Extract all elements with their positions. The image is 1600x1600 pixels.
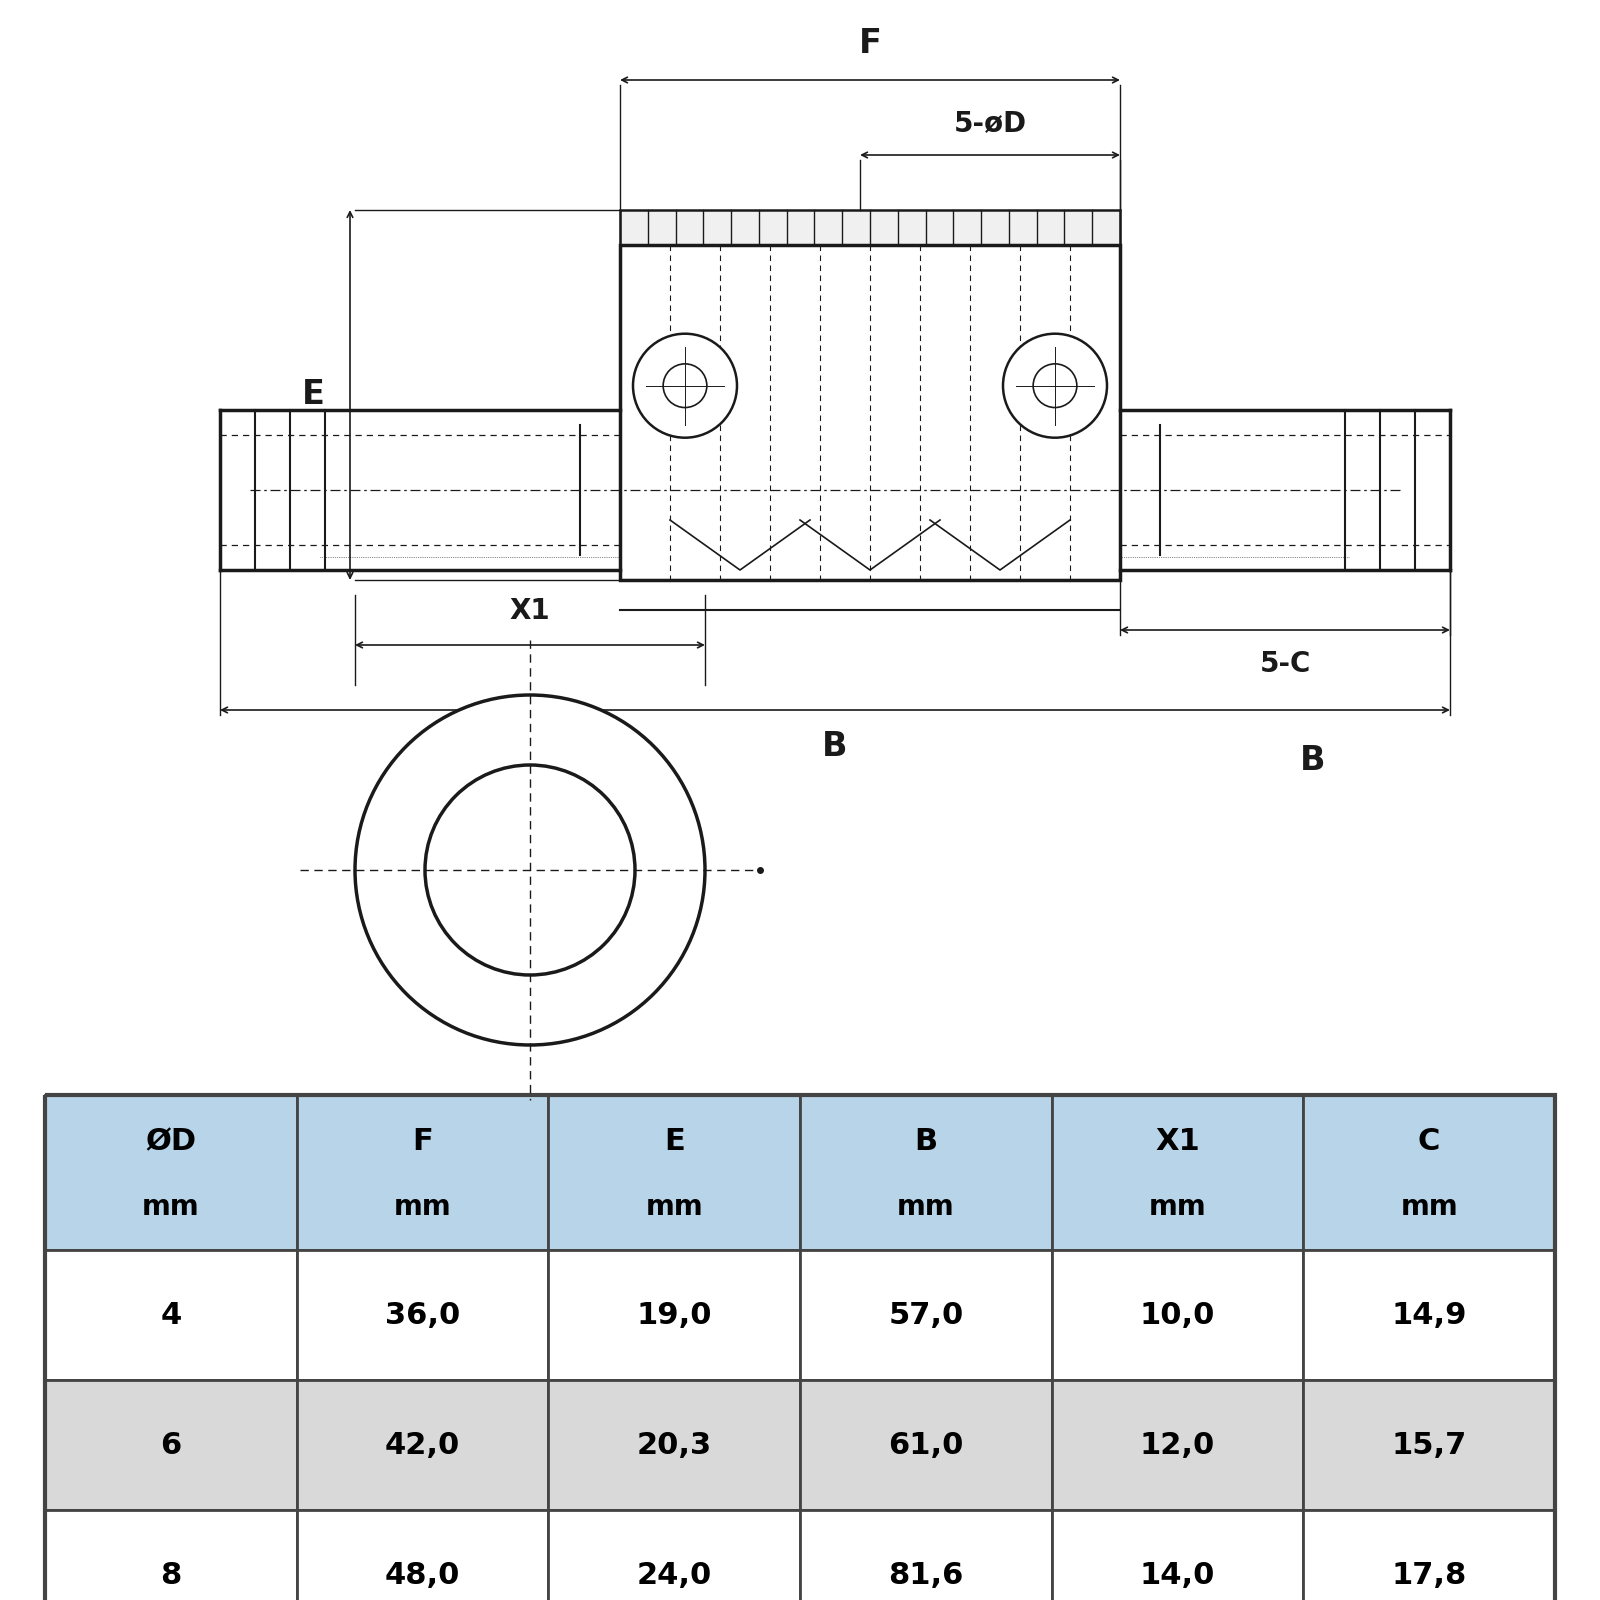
- Text: E: E: [664, 1126, 685, 1155]
- Text: 5-C: 5-C: [1259, 650, 1310, 678]
- Text: mm: mm: [898, 1192, 955, 1221]
- Bar: [621, 210, 1120, 245]
- Text: B: B: [1299, 744, 1325, 776]
- Bar: [296, 1250, 549, 1379]
- Bar: [296, 1094, 549, 1250]
- Circle shape: [634, 334, 738, 438]
- Text: mm: mm: [394, 1192, 451, 1221]
- Text: ØD: ØD: [146, 1126, 197, 1155]
- Text: E: E: [302, 379, 325, 411]
- Text: F: F: [413, 1126, 434, 1155]
- Text: 57,0: 57,0: [888, 1301, 963, 1330]
- Text: 5-øD: 5-øD: [954, 109, 1027, 138]
- Text: B: B: [822, 730, 848, 763]
- Text: F: F: [859, 27, 882, 59]
- Text: 61,0: 61,0: [888, 1430, 963, 1459]
- Text: 15,7: 15,7: [1392, 1430, 1467, 1459]
- Text: 6: 6: [160, 1430, 181, 1459]
- Bar: [621, 245, 1120, 579]
- Bar: [1304, 1510, 1555, 1600]
- Bar: [1304, 1379, 1555, 1510]
- Bar: [549, 1510, 800, 1600]
- Bar: [800, 1510, 1051, 1600]
- Bar: [45, 1510, 296, 1600]
- Text: mm: mm: [142, 1192, 200, 1221]
- Bar: [1304, 1094, 1555, 1250]
- Text: 17,8: 17,8: [1392, 1560, 1467, 1589]
- Bar: [1304, 1250, 1555, 1379]
- Text: 19,0: 19,0: [637, 1301, 712, 1330]
- Text: mm: mm: [1149, 1192, 1206, 1221]
- Text: mm: mm: [1400, 1192, 1458, 1221]
- Bar: [800, 1379, 1051, 1510]
- Bar: [45, 1094, 1555, 1600]
- Text: X1: X1: [1155, 1126, 1200, 1155]
- Circle shape: [355, 694, 706, 1045]
- Text: 14,0: 14,0: [1139, 1560, 1214, 1589]
- Text: 48,0: 48,0: [386, 1560, 461, 1589]
- Text: B: B: [914, 1126, 938, 1155]
- Bar: [1051, 1379, 1304, 1510]
- Text: mm: mm: [645, 1192, 702, 1221]
- Bar: [45, 1250, 296, 1379]
- Text: 20,3: 20,3: [637, 1430, 712, 1459]
- Bar: [549, 1250, 800, 1379]
- Bar: [296, 1510, 549, 1600]
- Bar: [549, 1379, 800, 1510]
- Text: 8: 8: [160, 1560, 181, 1589]
- Bar: [296, 1379, 549, 1510]
- Text: 12,0: 12,0: [1139, 1430, 1214, 1459]
- Bar: [800, 1250, 1051, 1379]
- Circle shape: [1003, 334, 1107, 438]
- Bar: [1051, 1094, 1304, 1250]
- Text: X1: X1: [510, 597, 550, 626]
- Text: 10,0: 10,0: [1139, 1301, 1214, 1330]
- Bar: [45, 1094, 296, 1250]
- Bar: [549, 1094, 800, 1250]
- Bar: [1051, 1510, 1304, 1600]
- Bar: [45, 1379, 296, 1510]
- Bar: [1051, 1250, 1304, 1379]
- Text: 36,0: 36,0: [386, 1301, 461, 1330]
- Bar: [800, 1094, 1051, 1250]
- Text: 24,0: 24,0: [637, 1560, 712, 1589]
- Text: 81,6: 81,6: [888, 1560, 963, 1589]
- Text: 42,0: 42,0: [386, 1430, 461, 1459]
- Text: 14,9: 14,9: [1392, 1301, 1467, 1330]
- Text: 4: 4: [160, 1301, 181, 1330]
- Text: C: C: [1418, 1126, 1440, 1155]
